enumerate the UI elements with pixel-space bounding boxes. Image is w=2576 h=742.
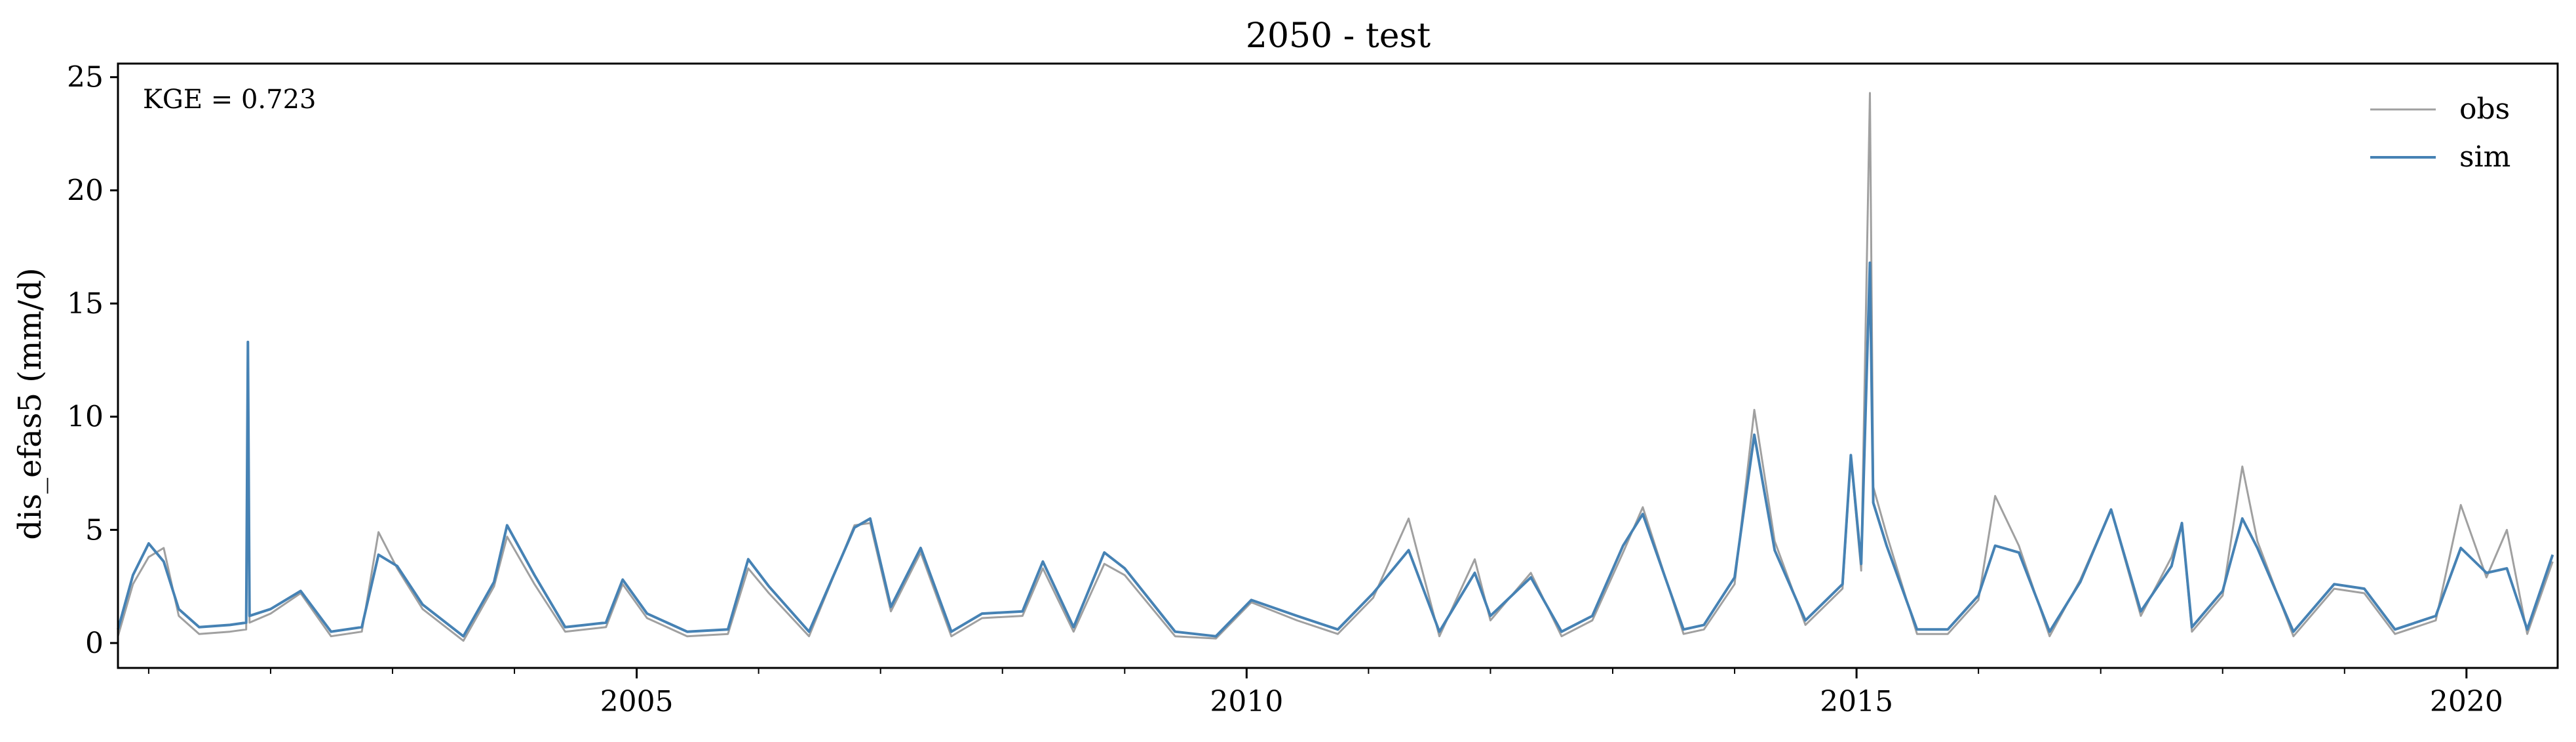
x-tick-label: 2010 [1210, 685, 1283, 718]
y-tick-label: 15 [67, 287, 104, 321]
legend-label-sim: sim [2459, 140, 2510, 174]
kge-annotation: KGE = 0.723 [143, 85, 317, 115]
series-line-obs [117, 92, 2554, 642]
x-tick-label: 2015 [1820, 685, 1893, 718]
axes-frame [117, 62, 2559, 669]
x-axis: 2005 2010 2015 2020 [147, 668, 2503, 718]
y-tick-label: 0 [85, 627, 104, 660]
series-line-sim [117, 261, 2554, 638]
x-tick-label: 2005 [600, 685, 674, 718]
legend-label-obs: obs [2459, 92, 2510, 126]
y-axis: 0 5 10 15 20 25 [67, 61, 118, 660]
series-layer [117, 92, 2554, 642]
x-tick-label: 2020 [2430, 685, 2503, 718]
legend: obs sim [2370, 92, 2510, 174]
y-tick-label: 5 [85, 513, 104, 547]
y-tick-label: 20 [67, 174, 104, 207]
y-tick-label: 10 [67, 400, 104, 434]
chart-title: 2050 - test [1246, 16, 1431, 56]
y-tick-label: 25 [67, 61, 104, 94]
y-axis-label: dis_efas5 (mm/d) [12, 267, 48, 539]
